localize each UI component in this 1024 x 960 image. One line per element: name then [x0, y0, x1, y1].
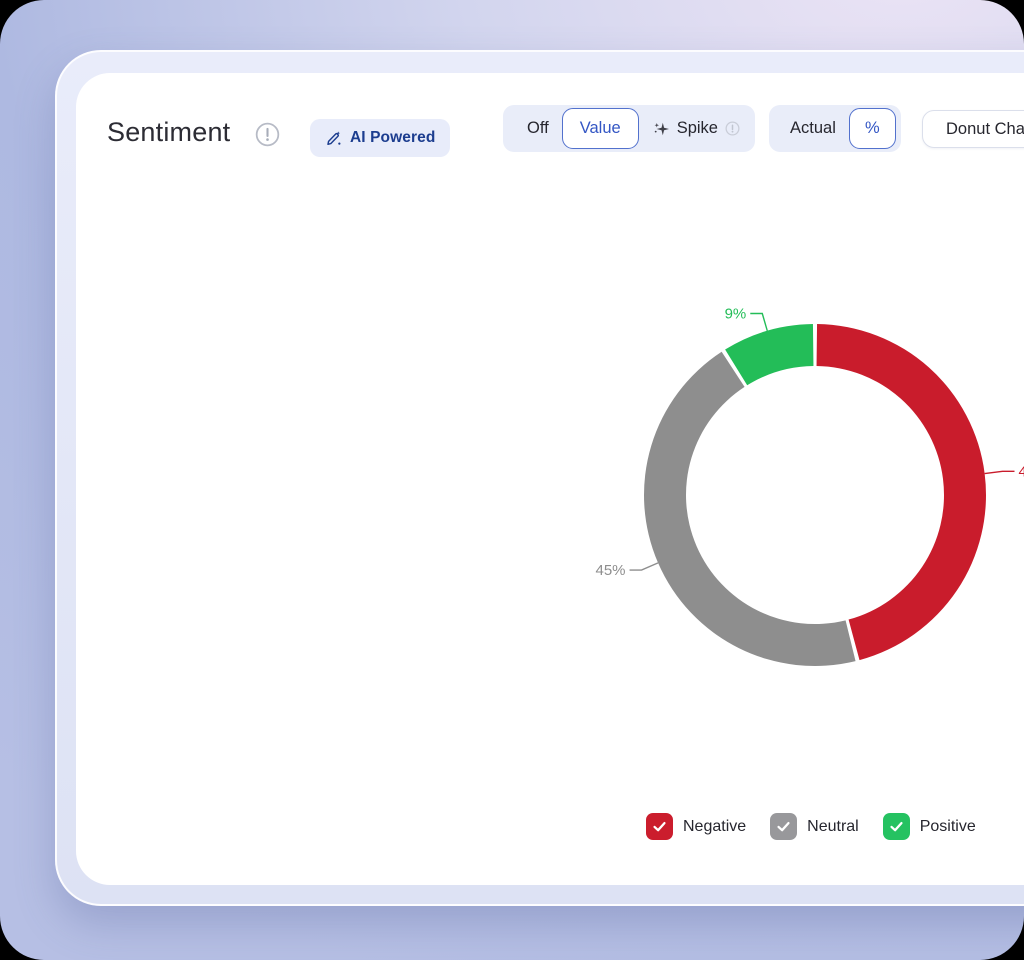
donut-chart: 46% 45% 9%: [596, 306, 1024, 666]
labels-option-off[interactable]: Off: [514, 108, 562, 149]
title-info-icon[interactable]: [255, 122, 280, 147]
labels-option-value[interactable]: Value: [561, 108, 639, 149]
label-leader-neutral: [629, 562, 659, 571]
chart-legend: Negative Neutral P: [646, 813, 976, 840]
page-title: Sentiment: [107, 117, 231, 147]
pen-sparkle-icon: [327, 130, 341, 145]
chart-type-dropdown[interactable]: Donut Cha: [922, 110, 1024, 148]
slice-value-label-positive: 9%: [725, 306, 747, 323]
legend-item-neutral[interactable]: Neutral: [770, 813, 859, 840]
donut-slice-negative[interactable]: [816, 324, 986, 661]
spike-info-icon[interactable]: [725, 121, 740, 136]
neutral-checkbox: [770, 813, 798, 840]
scale-option-percent[interactable]: %: [848, 108, 896, 149]
sparkle-icon: [654, 122, 669, 135]
legend-label: Negative: [683, 817, 747, 835]
positive-checkbox: [882, 813, 910, 840]
labels-option-spike[interactable]: Spike: [639, 108, 747, 149]
slice-value-label-neutral: 45%: [596, 562, 626, 579]
spike-label: Spike: [676, 119, 718, 137]
donut-slice-positive[interactable]: [725, 324, 814, 386]
check-icon: [777, 821, 790, 832]
label-leader-negative: [984, 470, 1015, 475]
chart-type-value: Donut Cha: [946, 119, 1024, 138]
legend-item-negative[interactable]: Negative: [646, 813, 746, 840]
check-icon: [890, 821, 903, 832]
label-leader-positive: [750, 312, 768, 331]
ai-powered-label: AI Powered: [350, 129, 436, 146]
info-exclamation-icon: [725, 121, 740, 136]
scale-toggle-group: Actual %: [769, 105, 901, 152]
donut-slice-neutral[interactable]: [643, 351, 856, 666]
legend-item-positive[interactable]: Positive: [882, 813, 976, 840]
legend-label: Neutral: [807, 817, 859, 835]
legend-label: Positive: [919, 817, 976, 835]
slice-value-label-negative: 46%: [1019, 463, 1024, 480]
widget-frame: Sentiment AI Powered Off Value: [55, 50, 1024, 906]
negative-checkbox: [646, 813, 673, 840]
sentiment-card: Sentiment AI Powered Off Value: [76, 73, 1024, 885]
check-icon: [653, 821, 666, 832]
scale-option-actual[interactable]: Actual: [777, 108, 849, 149]
info-exclamation-icon: [255, 122, 280, 147]
labels-toggle-group: Off Value Spike: [503, 105, 755, 152]
ai-powered-badge: AI Powered: [310, 119, 451, 157]
